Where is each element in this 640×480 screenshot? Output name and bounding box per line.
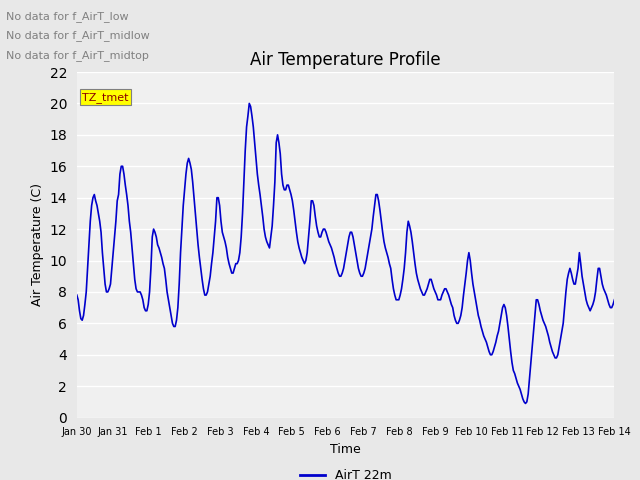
Legend: AirT 22m: AirT 22m — [295, 464, 396, 480]
Text: TZ_tmet: TZ_tmet — [82, 92, 129, 103]
Text: No data for f_AirT_low: No data for f_AirT_low — [6, 11, 129, 22]
X-axis label: Time: Time — [330, 443, 361, 456]
Title: Air Temperature Profile: Air Temperature Profile — [250, 51, 441, 69]
Text: No data for f_AirT_midtop: No data for f_AirT_midtop — [6, 49, 149, 60]
Text: No data for f_AirT_midlow: No data for f_AirT_midlow — [6, 30, 150, 41]
Y-axis label: Air Temperature (C): Air Temperature (C) — [31, 183, 44, 306]
